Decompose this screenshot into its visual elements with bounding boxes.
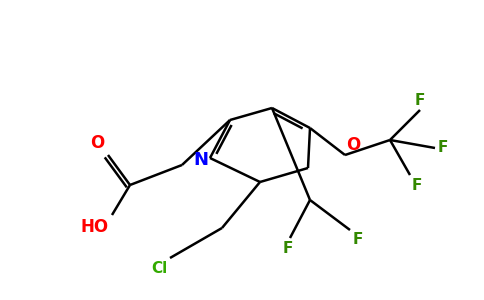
Text: HO: HO — [81, 218, 109, 236]
Text: F: F — [353, 232, 363, 247]
Text: Cl: Cl — [152, 261, 168, 276]
Text: F: F — [283, 241, 293, 256]
Text: O: O — [346, 136, 360, 154]
Text: F: F — [438, 140, 448, 155]
Text: F: F — [415, 93, 425, 108]
Text: O: O — [90, 134, 104, 152]
Text: F: F — [412, 178, 423, 193]
Text: N: N — [193, 151, 208, 169]
